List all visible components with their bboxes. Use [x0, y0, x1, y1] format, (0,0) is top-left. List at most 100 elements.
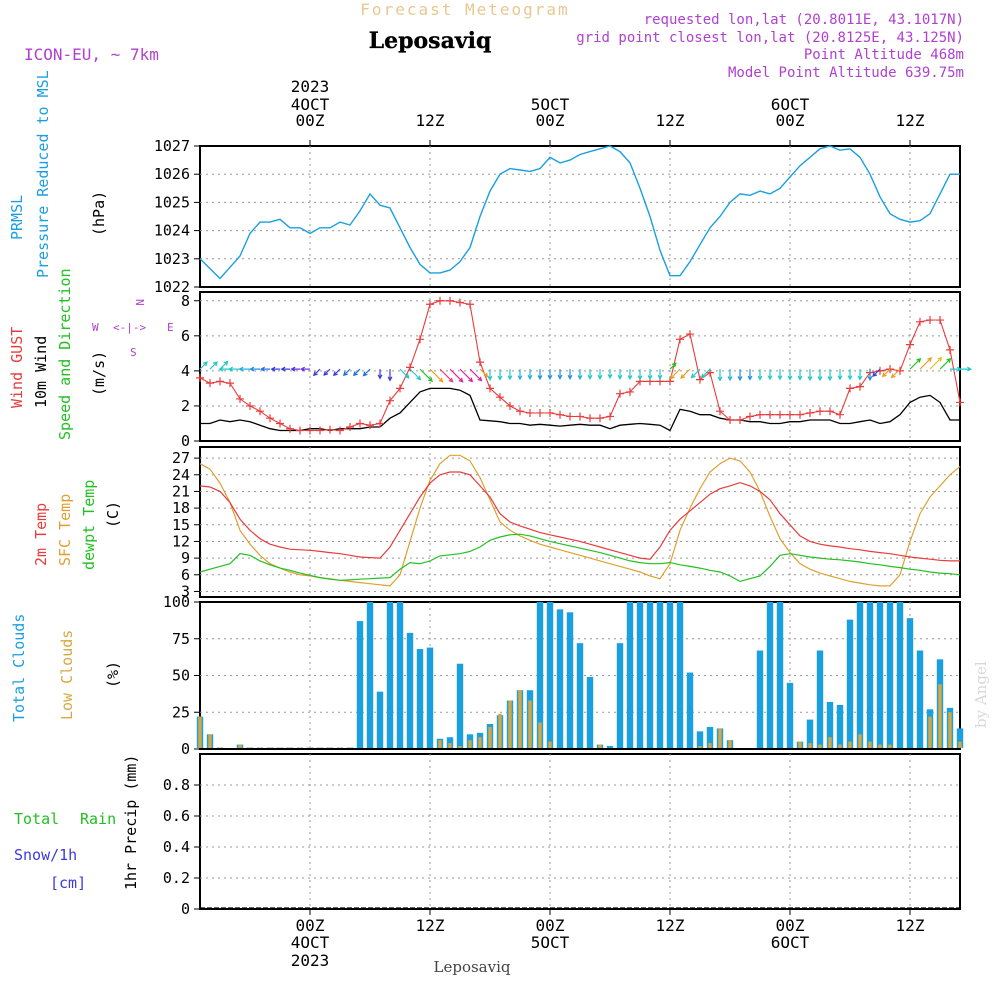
y-tick-label: 9 [181, 549, 190, 567]
low-cloud-bar [928, 716, 932, 748]
y-tick-label: 15 [172, 516, 190, 534]
low-cloud-bar [448, 743, 452, 748]
y-tick-label: 4 [181, 362, 190, 380]
gust-marker [316, 426, 324, 435]
total-cloud-bar [896, 602, 904, 748]
gust-marker [926, 316, 934, 325]
gust-marker [896, 366, 904, 375]
gust-marker [346, 422, 354, 431]
wind-direction-arrow [507, 369, 513, 381]
svg-text:Wind GUST: Wind GUST [8, 327, 26, 408]
wind-direction-arrow [867, 369, 873, 382]
panel-frame [199, 446, 961, 598]
wind-direction-arrow [757, 369, 763, 381]
y-tick-label: 1025 [154, 193, 190, 211]
wind-direction-arrow [617, 369, 623, 380]
total-cloud-bar [696, 731, 704, 748]
low-cloud-bar [828, 737, 832, 748]
low-cloud-bar [818, 744, 822, 748]
x-year-label-top: 2023 [291, 77, 330, 96]
wind-direction-arrow [890, 368, 901, 379]
gust-marker [326, 425, 334, 434]
wind-direction-arrow [737, 369, 743, 382]
gust-marker [356, 419, 364, 428]
gridpoint-coords: grid point closest lon,lat (20.8125E, 43… [576, 30, 964, 46]
total-cloud-bar [756, 650, 764, 748]
wind-direction-arrow [700, 368, 711, 379]
low-cloud-bar [728, 740, 732, 748]
y-tick-label: 100 [163, 593, 190, 611]
total-cloud-bar [356, 621, 364, 748]
wind-direction-arrow [597, 369, 603, 380]
total-cloud-bar [676, 602, 684, 748]
wind-direction-arrow [479, 368, 489, 378]
x-day-label-bottom: 4OCT [291, 933, 330, 952]
svg-text:2m Temp: 2m Temp [32, 503, 50, 566]
y-tick-label: 0.4 [163, 838, 190, 856]
low-cloud-bar [438, 740, 442, 748]
gust-marker [216, 377, 224, 386]
svg-text:Total: Total [14, 810, 59, 828]
gust-marker [376, 419, 384, 428]
gust-marker [606, 412, 614, 421]
gust-marker [806, 408, 814, 417]
low-cloud-bar [458, 746, 462, 748]
gust-marker [726, 415, 734, 424]
wind-direction-arrow [270, 366, 280, 372]
svg-text:Pressure Reduced to MSL: Pressure Reduced to MSL [34, 70, 52, 278]
wind-direction-arrow [939, 357, 952, 370]
total-cloud-bar [876, 602, 884, 748]
wind-direction-arrow [429, 368, 444, 383]
wind-direction-arrow [669, 368, 681, 380]
precip-axis-title: Total Rain Snow/1h [cm] 1hr Precip (mm) [14, 755, 140, 892]
low-cloud-bar [948, 712, 952, 748]
gust-marker [766, 410, 774, 419]
wind-direction-arrow [727, 369, 733, 382]
wind-direction-arrow [249, 366, 260, 372]
svg-text:(%): (%) [104, 661, 122, 688]
svg-text:10m Wind: 10m Wind [32, 336, 50, 408]
total-cloud-bar [456, 663, 464, 748]
y-tick-label: 1026 [154, 165, 190, 183]
y-tick-label: 6 [181, 566, 190, 584]
x-tick-label-top: 12Z [416, 111, 445, 130]
wind-direction-arrow [439, 368, 454, 383]
svg-text:SFC Temp: SFC Temp [56, 494, 74, 566]
total-cloud-bar [406, 632, 414, 748]
wind-direction-arrow [847, 369, 853, 381]
low-cloud-bar [478, 737, 482, 748]
wind-direction-arrow [387, 369, 393, 382]
temp-2m-line [199, 471, 960, 562]
gust-marker [596, 414, 604, 423]
gust-marker [696, 375, 704, 384]
wind-direction-arrow [872, 368, 881, 378]
requested-coords: requested lon,lat (20.8011E, 43.1017N) [644, 12, 964, 28]
svg-text:(hPa): (hPa) [90, 191, 108, 236]
temp-axis-title: 2m Temp SFC Temp dewpt Temp (C) [32, 480, 122, 570]
total-cloud-bar [686, 672, 694, 748]
wind-direction-arrow [497, 369, 503, 381]
svg-text:Rain: Rain [80, 810, 116, 828]
wind-direction-arrow [419, 368, 433, 383]
low-cloud-bar [468, 740, 472, 748]
y-tick-label: 0.2 [163, 869, 190, 887]
wind-direction-arrow [767, 369, 773, 381]
gust-marker [576, 412, 584, 421]
wind-direction-arrow [557, 369, 563, 380]
wind-direction-arrow [312, 368, 321, 377]
y-tick-label: 0 [181, 900, 190, 918]
gust-marker [476, 358, 484, 367]
svg-text:<-|->: <-|-> [113, 321, 146, 334]
low-cloud-bar [508, 700, 512, 748]
low-cloud-bar [868, 741, 872, 748]
gust-marker [876, 366, 884, 375]
x-tick-label-top: 12Z [896, 111, 925, 130]
gust-marker [906, 340, 914, 349]
svg-text:1hr Precip (mm): 1hr Precip (mm) [122, 755, 140, 890]
y-tick-label: 24 [172, 466, 190, 484]
gust-marker [846, 384, 854, 393]
x-tick-label-bottom: 12Z [896, 916, 925, 935]
svg-text:(C): (C) [104, 501, 122, 528]
gust-marker [936, 316, 944, 325]
svg-text:(m/s): (m/s) [90, 351, 108, 396]
